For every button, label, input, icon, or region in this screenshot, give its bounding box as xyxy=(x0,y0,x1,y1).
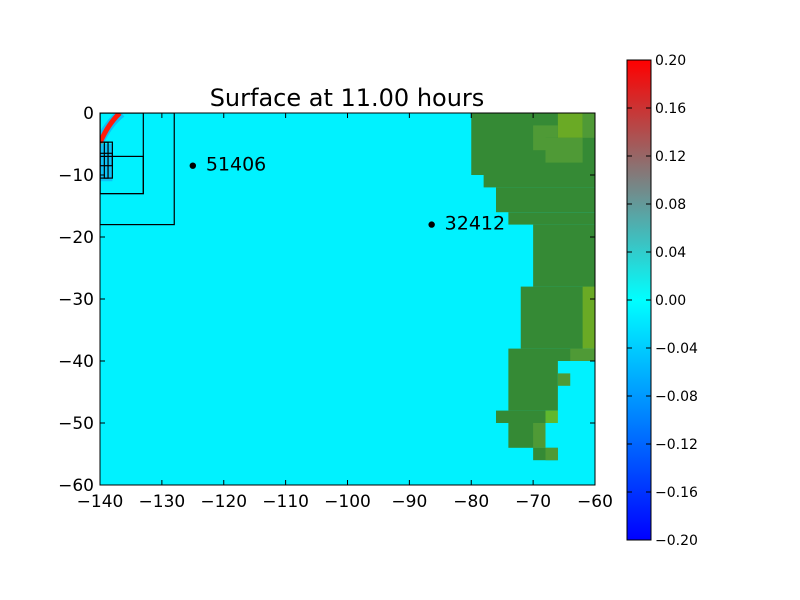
land-highlight xyxy=(545,410,558,423)
land-cell xyxy=(508,212,595,225)
grid-box xyxy=(103,141,109,179)
x-tick-label: −60 xyxy=(577,492,613,512)
x-tick-label: −70 xyxy=(515,492,551,512)
land-highlight xyxy=(533,125,546,151)
colorbar-tick-label: −0.20 xyxy=(655,533,698,549)
chart-title: Surface at 11.00 hours xyxy=(210,84,485,112)
colorbar-tick-label: −0.08 xyxy=(655,389,698,405)
colorbar-tick-label: 0.08 xyxy=(655,197,686,213)
y-tick-label: −30 xyxy=(58,290,94,310)
x-tick-label: −110 xyxy=(262,492,309,512)
colorbar-tick-label: 0.20 xyxy=(655,53,686,69)
land-cell xyxy=(508,348,583,361)
land-cell xyxy=(483,175,595,188)
colorbar-tick-label: −0.16 xyxy=(655,485,698,501)
colorbar-tick-label: 0.00 xyxy=(655,293,686,309)
x-tick-label: −120 xyxy=(200,492,247,512)
x-tick-label: −80 xyxy=(453,492,489,512)
land-highlight xyxy=(582,113,595,138)
land-cells xyxy=(471,113,595,461)
colorbar-tick-label: −0.04 xyxy=(655,341,698,357)
x-tick-label: −100 xyxy=(324,492,371,512)
gauge-marker xyxy=(189,162,197,169)
land-cell xyxy=(533,224,595,287)
y-tick-label: −40 xyxy=(58,352,94,372)
colorbar-tick-label: 0.16 xyxy=(655,101,686,117)
colorbar-tick-label: −0.12 xyxy=(655,437,698,453)
x-tick-label: −130 xyxy=(139,492,186,512)
land-highlight xyxy=(582,286,595,349)
x-tick-label: −140 xyxy=(77,492,124,512)
gauge-label: 32412 xyxy=(445,213,505,235)
x-axis: −140 −130 −120 −110 −100 −90 −80 −70 −60 xyxy=(77,113,613,512)
y-tick-label: −60 xyxy=(58,476,94,496)
land-highlight xyxy=(545,125,558,138)
refinement-boxes xyxy=(100,113,175,226)
land-cell xyxy=(508,361,558,411)
land-highlight xyxy=(533,423,546,448)
wave-disturbance xyxy=(100,144,113,182)
colorbar-tick-label: 0.04 xyxy=(655,245,686,261)
land-cell xyxy=(496,187,595,213)
colorbar-ticks: 0.20 0.16 0.12 0.08 0.04 0.00 −0.04 −0.08 −0.12 −… xyxy=(627,53,698,549)
y-tick-label: 0 xyxy=(83,104,94,124)
land-highlight xyxy=(545,447,558,461)
y-tick-label: −10 xyxy=(58,166,94,186)
gauge-marker xyxy=(428,221,435,228)
y-tick-label: −50 xyxy=(58,414,94,434)
land-highlight xyxy=(545,137,583,163)
land-highlight xyxy=(570,348,595,361)
land-highlight xyxy=(557,373,571,386)
land-highlight xyxy=(557,113,583,138)
grid-box xyxy=(100,152,113,167)
colorbar-tick-label: 0.12 xyxy=(655,149,686,165)
wave-crest xyxy=(100,113,122,144)
grid-box xyxy=(100,155,144,195)
gauge-label: 51406 xyxy=(206,154,266,176)
y-axis: 0 −10 −20 −30 −40 −50 −60 xyxy=(58,104,595,496)
gauges: 51406 32412 xyxy=(189,154,505,235)
land-cell xyxy=(496,410,546,423)
x-tick-label: −90 xyxy=(391,492,427,512)
y-tick-label: −20 xyxy=(58,228,94,248)
plot-area: 51406 32412 xyxy=(100,113,595,485)
grid-box xyxy=(100,113,175,226)
